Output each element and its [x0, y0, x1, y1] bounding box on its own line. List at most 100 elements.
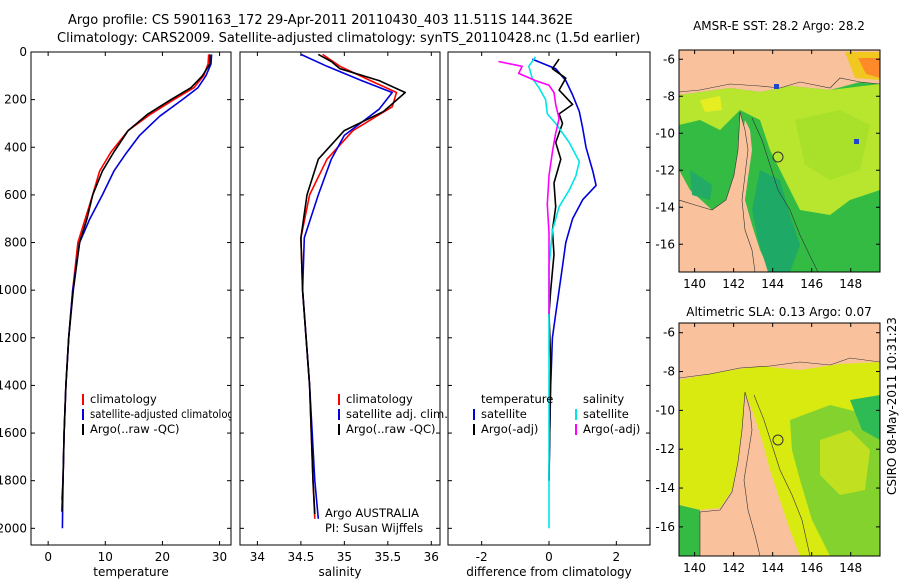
- x-tick-label: 2: [613, 550, 621, 564]
- cape-york-land: [699, 391, 761, 556]
- anomaly-patch-sw: [679, 505, 700, 556]
- cold-pixel: [854, 139, 859, 144]
- y-tick-label: 1400: [0, 378, 27, 392]
- y-tick-label: -12: [655, 163, 675, 177]
- cool-patch: [690, 170, 712, 200]
- y-tick-label: -6: [663, 326, 675, 340]
- legend-salinity-title: salinity: [583, 392, 624, 406]
- y-tick-label: -14: [655, 481, 675, 495]
- y-tick-label: -6: [663, 52, 675, 66]
- temperature-panel: [30, 51, 232, 546]
- legend-satellite-adj: satellite adj. clim.: [346, 407, 448, 421]
- y-tick-label: 600: [4, 188, 27, 202]
- x-tick-label: 146: [800, 561, 823, 575]
- new-guinea-land: [679, 323, 880, 379]
- y-tick-label: 2000: [0, 521, 27, 535]
- x-tick-label: 0: [44, 550, 52, 564]
- anomaly-patch: [820, 430, 870, 495]
- x-tick-label: 35.5: [374, 550, 401, 564]
- x-tick-label: 20: [155, 550, 170, 564]
- salinity-plot: 34 34.5 35 35.5 36: [240, 51, 440, 564]
- legend-climatology: climatology: [346, 392, 413, 406]
- x-tick-label: 148: [839, 277, 862, 291]
- cool-strip: [752, 170, 800, 272]
- y-tick-label: -8: [663, 89, 675, 103]
- figure-title-line1: Argo profile: CS 5901163_172 29-Apr-2011…: [68, 13, 573, 28]
- sst-map-frame: [678, 49, 881, 273]
- x-tick-label: 144: [761, 561, 784, 575]
- legend-climatology: climatology: [90, 392, 157, 406]
- warm-patch: [795, 110, 870, 180]
- sla-map-axes: 140 142 144 146 148 -6 -8 -10 -12 -14 -16: [655, 323, 880, 575]
- legend-clip-mask: [231, 395, 240, 423]
- y-tick-label: -10: [655, 126, 675, 140]
- depth-axis-labels: 0 200 400 600 800 1000 1200 1400 1600 1800 2000: [0, 45, 27, 535]
- argo-australia-label: Argo AUSTRALIA: [325, 506, 419, 520]
- difference-xlabel: difference from climatology: [466, 565, 632, 579]
- y-tick-label: 1600: [0, 426, 27, 440]
- y-tick-label: 1000: [0, 283, 27, 297]
- cape-york-land: [679, 111, 756, 272]
- y-tick-label: 1200: [0, 331, 27, 345]
- legend-satellite-adjusted: satellite-adjusted climatology: [90, 407, 240, 421]
- temperature-xlabel: temperature: [93, 565, 168, 579]
- figure-title-line2: Climatology: CARS2009. Satellite-adjuste…: [57, 31, 640, 46]
- y-tick-label: 0: [19, 45, 27, 59]
- x-tick-label: 34.5: [288, 550, 315, 564]
- salinity-panel: [239, 51, 441, 546]
- sla-map: [679, 323, 880, 556]
- legend-temp-satellite: satellite: [481, 407, 527, 421]
- anomaly-patch: [850, 395, 880, 440]
- series-line: [531, 58, 597, 481]
- x-tick-label: 36: [424, 550, 439, 564]
- difference-legend: temperature satellite Argo(-adj) salinit…: [473, 392, 640, 436]
- cold-pixel: [774, 84, 779, 89]
- x-tick-label: 148: [839, 561, 862, 575]
- y-tick-label: 400: [4, 140, 27, 154]
- csiro-timestamp: CSIRO 08-May-2011 10:31:23: [885, 317, 899, 495]
- x-tick-label: 142: [722, 561, 745, 575]
- y-tick-label: 1800: [0, 474, 27, 488]
- y-tick-label: 800: [4, 236, 27, 250]
- x-tick-label: 144: [761, 277, 784, 291]
- difference-plot: -2 0 2: [448, 51, 650, 564]
- sla-map-title: Altimetric SLA: 0.13 Argo: 0.07: [686, 305, 871, 319]
- x-tick-label: 30: [212, 550, 227, 564]
- pi-label: PI: Susan Wijffels: [325, 521, 423, 535]
- y-tick-label: -16: [655, 237, 675, 251]
- y-tick-label: 200: [4, 93, 27, 107]
- x-tick-label: 142: [722, 277, 745, 291]
- y-tick-label: -10: [655, 403, 675, 417]
- x-tick-label: 146: [800, 277, 823, 291]
- series-line: [61, 54, 211, 512]
- x-tick-label: 10: [98, 550, 113, 564]
- x-tick-label: 140: [683, 561, 706, 575]
- salinity-legend: climatology satellite adj. clim. Argo(..…: [325, 392, 448, 535]
- argo-position-marker: [772, 434, 784, 446]
- series-line: [300, 53, 406, 515]
- sst-map-title: AMSR-E SST: 28.2 Argo: 28.2: [693, 19, 865, 33]
- temperature-plot: 0 10 20 30: [31, 51, 231, 564]
- legend-temp-argo: Argo(-adj): [481, 422, 538, 436]
- legend-sal-satellite: satellite: [583, 407, 629, 421]
- temperature-legend: climatology satellite-adjusted climatolo…: [82, 392, 240, 436]
- warm-patch: [700, 96, 722, 112]
- x-tick-label: 0: [545, 550, 553, 564]
- series-line: [498, 60, 560, 314]
- y-tick-label: -14: [655, 200, 675, 214]
- sst-map-axes: 140 142 144 146 148 -6 -8 -10 -12 -14 -16: [655, 50, 880, 291]
- reef-contour: [751, 117, 819, 272]
- argo-position-marker: [772, 151, 784, 163]
- legend-temperature-title: temperature: [481, 392, 553, 406]
- reef-contour: [753, 394, 811, 556]
- legend-argo-raw: Argo(..raw -QC): [90, 422, 180, 436]
- y-tick-label: -16: [655, 520, 675, 534]
- x-tick-label: 140: [683, 277, 706, 291]
- new-guinea-land: [679, 50, 880, 93]
- legend-sal-argo: Argo(-adj): [583, 422, 640, 436]
- salinity-xlabel: salinity: [318, 565, 361, 579]
- x-tick-label: -2: [476, 550, 488, 564]
- y-tick-label: -8: [663, 365, 675, 379]
- series-line: [528, 56, 581, 529]
